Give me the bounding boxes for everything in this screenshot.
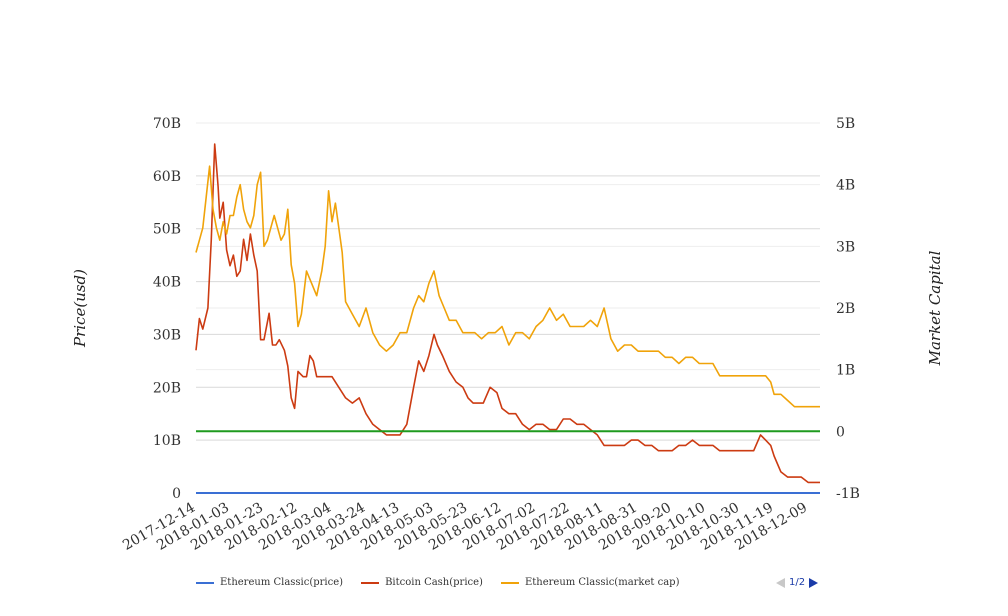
left-tick-label: 0 [172,486,181,502]
left-axis-title: Price(usd) [71,269,89,348]
legend-label: Ethereum Classic(price) [220,577,344,588]
right-tick-label: 2B [836,301,855,317]
right-tick-label: 4B [836,178,855,194]
series-line-ethereum-classic-market-cap [195,165,820,408]
legend-label: Bitcoin Cash(price) [385,577,483,588]
left-tick-label: 20B [153,380,181,396]
legend-label: Ethereum Classic(market cap) [524,577,680,588]
left-tick-label: 70B [153,116,181,132]
right-axis-title: Market Capital [926,250,944,366]
grid-lines [196,122,820,494]
series-line-bitcoin-cash-price [195,143,820,484]
right-tick-label: 1B [836,363,855,379]
left-tick-label: 40B [153,275,181,291]
legend-page-indicator: 1/2 [789,577,806,588]
right-tick-label: 5B [836,116,855,132]
left-tick-label: 30B [153,327,181,343]
series-lines [195,143,820,494]
legend-prev-icon[interactable] [776,577,785,588]
left-tick-label: 50B [153,222,181,238]
right-axis-ticks: -1B 0 1B 2B 3B 4B 5B [836,116,860,502]
x-axis-ticks: 2017-12-142018-01-032018-01-232018-02-12… [120,500,810,554]
legend-pager: 1/2 [776,577,819,588]
legend-item-eth-classic-market-cap[interactable]: Ethereum Classic(market cap) [500,577,680,588]
legend-swatch [361,581,380,584]
legend-item-eth-classic-price[interactable]: Ethereum Classic(price) [196,577,343,588]
right-tick-label: 3B [836,239,855,255]
legend-next-icon[interactable] [809,577,819,588]
legend-item-bitcoin-cash-price[interactable]: Bitcoin Cash(price) [361,577,483,588]
right-tick-label: 0 [836,424,845,440]
left-tick-label: 10B [153,433,181,449]
left-tick-label: 60B [153,169,181,185]
right-tick-label: -1B [836,486,860,502]
legend-swatch [500,581,519,584]
legend: Ethereum Classic(price) Bitcoin Cash(pri… [196,577,679,588]
left-axis-ticks: 0 10B 20B 30B 40B 50B 60B 70B [153,116,181,502]
legend-swatch [196,581,214,584]
